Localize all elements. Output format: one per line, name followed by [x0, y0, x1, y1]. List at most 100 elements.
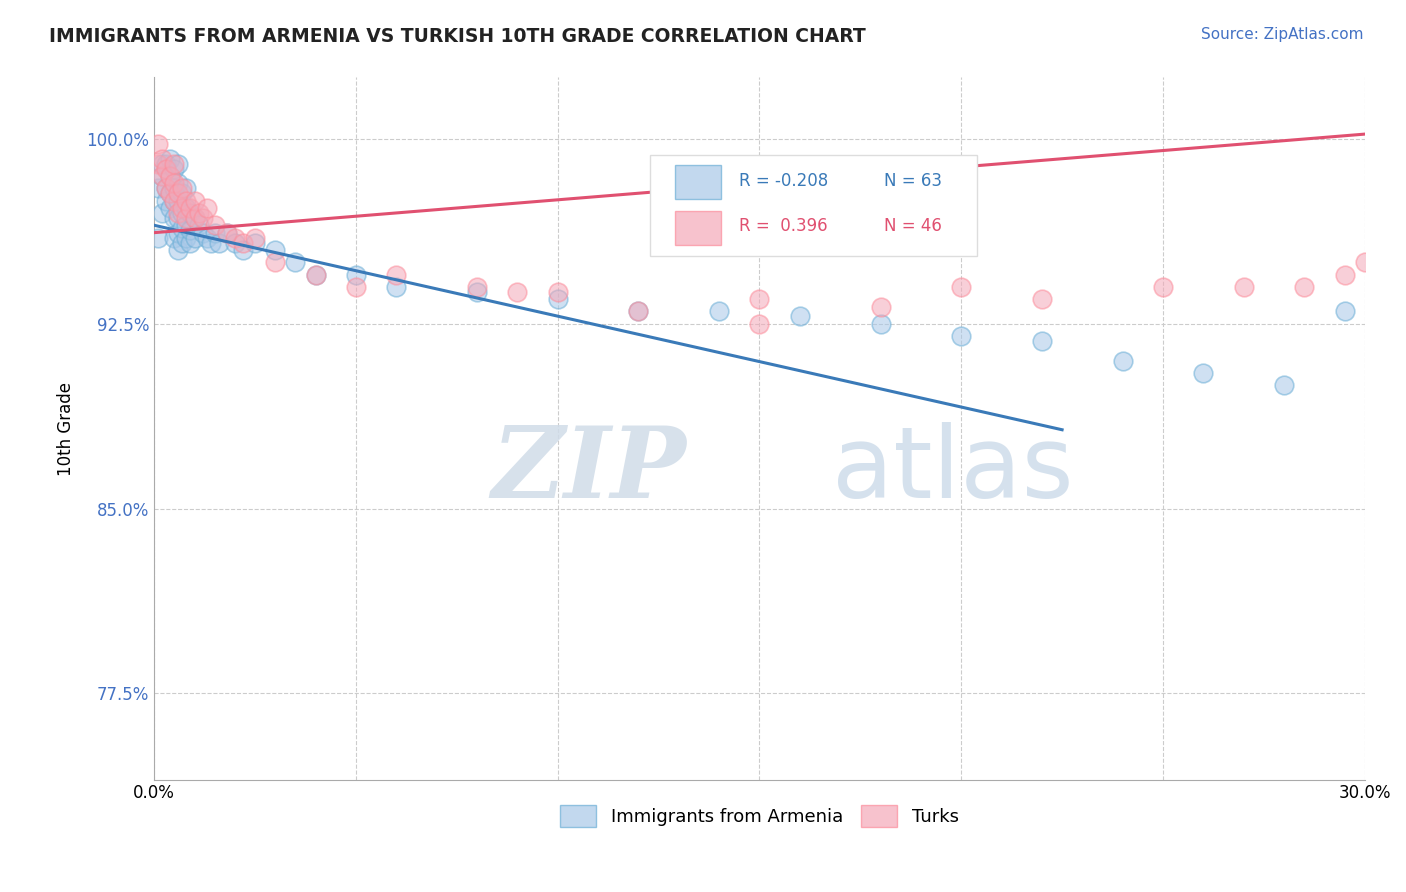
Point	[1354, 255, 1376, 269]
Point	[627, 304, 650, 318]
Point	[155, 181, 177, 195]
Point	[264, 243, 287, 257]
Point	[167, 243, 190, 257]
Point	[179, 235, 201, 250]
Point	[150, 169, 173, 183]
Point	[869, 300, 891, 314]
Point	[150, 156, 173, 170]
Point	[167, 206, 190, 220]
Point	[191, 211, 214, 225]
Point	[155, 156, 177, 170]
Point	[204, 219, 226, 233]
Point	[1333, 304, 1355, 318]
Point	[183, 194, 205, 208]
Point	[385, 268, 408, 282]
Point	[159, 152, 181, 166]
Text: R = -0.208: R = -0.208	[740, 172, 828, 190]
Point	[1152, 280, 1174, 294]
Point	[950, 280, 973, 294]
Point	[172, 201, 194, 215]
Point	[385, 280, 408, 294]
Point	[179, 206, 201, 220]
Point	[707, 304, 730, 318]
FancyBboxPatch shape	[651, 154, 977, 257]
Text: Source: ZipAtlas.com: Source: ZipAtlas.com	[1201, 27, 1364, 42]
Point	[183, 211, 205, 225]
Point	[465, 285, 488, 299]
Point	[176, 211, 198, 225]
Text: IMMIGRANTS FROM ARMENIA VS TURKISH 10TH GRADE CORRELATION CHART: IMMIGRANTS FROM ARMENIA VS TURKISH 10TH …	[49, 27, 866, 45]
Point	[159, 169, 181, 183]
Point	[155, 194, 177, 208]
Point	[167, 194, 190, 208]
Point	[547, 292, 569, 306]
Point	[163, 156, 186, 170]
Point	[163, 194, 186, 208]
Point	[1031, 292, 1053, 306]
Point	[195, 201, 218, 215]
Point	[187, 219, 209, 233]
Point	[748, 317, 770, 331]
Y-axis label: 10th Grade: 10th Grade	[58, 382, 75, 475]
Point	[155, 181, 177, 195]
Text: ZIP: ZIP	[492, 423, 686, 519]
Point	[215, 226, 238, 240]
Point	[183, 211, 205, 225]
Point	[159, 201, 181, 215]
Point	[1233, 280, 1256, 294]
Point	[1272, 378, 1295, 392]
Point	[163, 194, 186, 208]
Point	[187, 206, 209, 220]
Point	[191, 226, 214, 240]
Point	[344, 280, 367, 294]
Point	[176, 219, 198, 233]
Point	[167, 156, 190, 170]
Point	[172, 220, 194, 235]
Point	[179, 223, 201, 237]
Point	[869, 317, 891, 331]
Point	[344, 268, 367, 282]
Point	[179, 201, 201, 215]
Legend: Immigrants from Armenia, Turks: Immigrants from Armenia, Turks	[553, 797, 966, 834]
Point	[1294, 280, 1316, 294]
Point	[167, 226, 190, 240]
Point	[304, 268, 326, 282]
Text: N = 63: N = 63	[884, 172, 942, 190]
Point	[150, 152, 173, 166]
Point	[148, 181, 170, 195]
Point	[627, 304, 650, 318]
Point	[224, 230, 246, 244]
Text: atlas: atlas	[832, 422, 1074, 519]
Point	[748, 292, 770, 306]
Point	[547, 285, 569, 299]
Text: N = 46: N = 46	[884, 218, 942, 235]
Point	[1111, 353, 1133, 368]
Point	[172, 235, 194, 250]
Point	[208, 235, 231, 250]
Point	[167, 211, 190, 225]
Point	[159, 186, 181, 201]
Point	[176, 230, 198, 244]
Point	[148, 230, 170, 244]
Bar	[675, 211, 721, 244]
Point	[148, 136, 170, 151]
Point	[163, 161, 186, 176]
Point	[150, 169, 173, 183]
Point	[172, 206, 194, 220]
Point	[304, 268, 326, 282]
Point	[224, 235, 246, 250]
Point	[183, 230, 205, 244]
Point	[465, 280, 488, 294]
Point	[163, 230, 186, 244]
Point	[284, 255, 307, 269]
Bar	[675, 165, 721, 199]
Point	[150, 206, 173, 220]
Point	[163, 181, 186, 195]
Point	[163, 211, 186, 225]
Point	[264, 255, 287, 269]
Point	[789, 310, 811, 324]
Point	[232, 243, 254, 257]
Point	[176, 201, 198, 215]
Point	[172, 181, 194, 195]
Point	[200, 235, 222, 250]
